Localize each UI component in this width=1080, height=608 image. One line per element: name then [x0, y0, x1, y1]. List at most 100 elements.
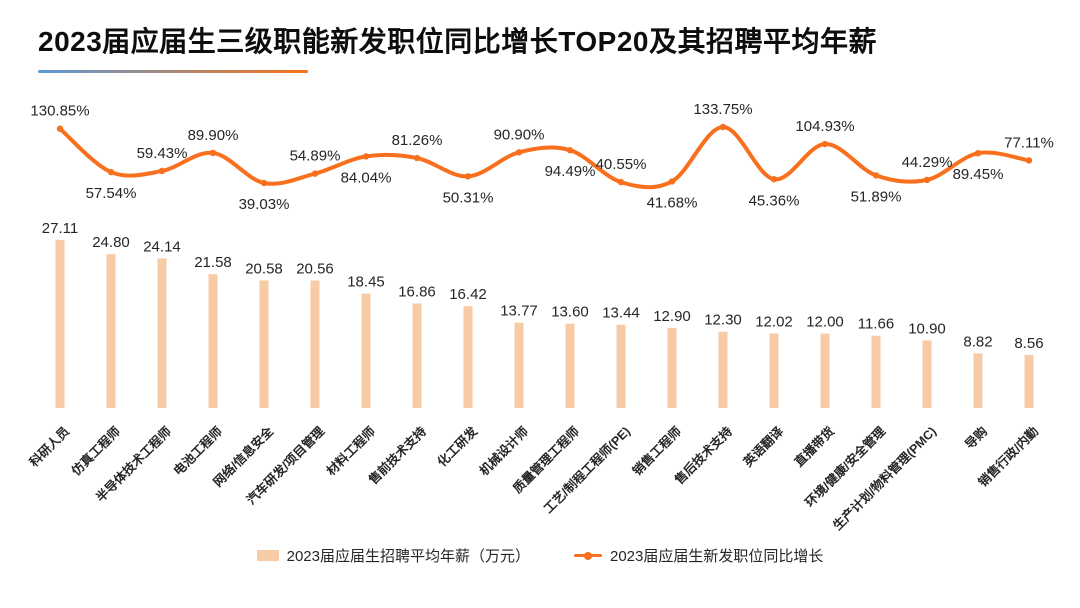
bar-value-label: 10.90 [908, 320, 946, 337]
page-title: 2023届应届生三级职能新发职位同比增长TOP20及其招聘平均年薪 [38, 26, 877, 57]
line-point-marker [617, 178, 625, 186]
bar-value-label: 11.66 [858, 316, 894, 333]
bar-value-label: 24.14 [143, 238, 181, 255]
line-point-marker [413, 154, 421, 162]
category-label: 导购 [962, 424, 990, 452]
bar-value-label: 12.90 [653, 308, 691, 325]
bar-value-label: 13.77 [500, 303, 538, 320]
bar-value-label: 24.80 [92, 234, 130, 251]
title-underline-gradient [38, 70, 308, 73]
legend-item-salary: 2023届应届生招聘平均年薪（万元） [256, 545, 530, 566]
line-value-label: 51.89% [851, 188, 902, 205]
chart-legend: 2023届应届生招聘平均年薪（万元） 2023届应届生新发职位同比增长 [0, 545, 1080, 566]
line-value-label: 59.43% [137, 145, 188, 162]
category-label: 化工研发 [434, 423, 480, 469]
line-value-label: 77.11% [1004, 134, 1054, 151]
line-point-marker [1025, 157, 1033, 164]
salary-bar [412, 303, 422, 408]
line-value-label: 54.89% [290, 148, 341, 165]
category-label: 电池工程师 [170, 423, 225, 478]
line-value-label: 39.03% [239, 196, 290, 213]
line-point-marker [719, 123, 727, 131]
salary-bar [106, 254, 116, 408]
line-value-label: 57.54% [86, 185, 137, 202]
line-point-marker [107, 168, 115, 176]
line-value-label: 89.90% [188, 127, 239, 144]
bar-value-label: 8.82 [963, 333, 992, 350]
salary-bar [55, 239, 65, 408]
growth-line [58, 124, 1031, 190]
salary-bar [616, 324, 626, 408]
category-label: 科研人员 [26, 423, 72, 469]
salary-bar [922, 340, 932, 408]
salary-bar [973, 353, 983, 408]
legend-label-growth: 2023届应届生新发职位同比增长 [610, 548, 824, 565]
bar-value-label: 13.60 [551, 304, 589, 321]
bar-series-swatch-icon [256, 550, 279, 561]
line-point-marker [668, 178, 676, 185]
line-value-label: 94.49% [545, 163, 596, 180]
bar-value-label: 16.42 [449, 286, 487, 303]
salary-bar [310, 280, 320, 408]
bar-value-label: 8.56 [1014, 335, 1043, 352]
line-value-label: 45.36% [749, 192, 800, 209]
line-value-label: 44.29% [902, 154, 953, 171]
line-point-marker [464, 173, 472, 180]
bar-value-label: 18.45 [347, 274, 385, 291]
bar-value-label: 27.11 [42, 220, 78, 237]
category-label: 仿真工程师 [68, 423, 123, 478]
category-label: 直播带货 [791, 423, 837, 469]
category-label: 工艺/制程工程师(PE) [541, 424, 634, 517]
bar-value-label: 12.30 [704, 312, 742, 329]
line-value-label: 40.55% [596, 156, 647, 173]
line-point-marker [260, 179, 268, 187]
salary-bar [769, 333, 779, 408]
line-point-marker [923, 176, 931, 184]
line-point-marker [209, 149, 217, 157]
category-label: 销售工程师 [629, 423, 684, 478]
line-value-label: 130.85% [30, 103, 89, 120]
salary-bar [157, 258, 167, 408]
line-point-marker [974, 149, 982, 157]
bar-value-label: 20.58 [245, 260, 283, 277]
line-value-label: 89.45% [953, 166, 1004, 183]
salary-bar [820, 333, 830, 408]
category-label: 生产计划/物料管理(PMC) [830, 424, 939, 533]
salary-bar [667, 328, 677, 408]
line-value-label: 81.26% [392, 132, 443, 149]
line-point-marker [158, 167, 166, 175]
line-point-marker [56, 125, 64, 132]
line-point-marker [311, 170, 319, 177]
line-point-marker [821, 140, 829, 148]
line-value-label: 90.90% [494, 126, 545, 143]
line-value-label: 50.31% [443, 189, 494, 206]
salary-bar [1024, 354, 1034, 408]
category-label: 材料工程师 [323, 423, 379, 479]
line-point-marker [566, 147, 574, 154]
line-value-label: 41.68% [647, 194, 698, 211]
bar-value-label: 21.58 [194, 254, 232, 271]
combo-chart: 27.11科研人员24.80仿真工程师24.14半导体技术工程师21.58电池工… [26, 101, 1054, 533]
bar-value-label: 16.86 [398, 283, 436, 300]
salary-bar [718, 331, 728, 408]
line-point-marker [362, 153, 370, 160]
line-point-marker [515, 149, 523, 156]
salary-bar [208, 274, 218, 408]
line-point-marker [872, 172, 880, 179]
line-point-marker [770, 176, 778, 183]
bar-value-label: 12.00 [806, 314, 844, 331]
line-value-label: 104.93% [795, 118, 854, 135]
salary-bar [565, 323, 575, 408]
category-label: 英语翻译 [740, 423, 786, 469]
salary-bar [361, 293, 371, 408]
line-value-label: 133.75% [693, 101, 752, 118]
salary-bar [514, 322, 524, 408]
bar-value-label: 20.56 [296, 261, 334, 278]
bar-value-label: 12.02 [755, 313, 793, 330]
salary-bar [871, 335, 881, 408]
legend-label-salary: 2023届应届生招聘平均年薪（万元） [286, 548, 530, 565]
line-value-label: 84.04% [341, 169, 392, 186]
salary-bar [463, 306, 473, 408]
line-series-swatch-icon [574, 554, 602, 557]
